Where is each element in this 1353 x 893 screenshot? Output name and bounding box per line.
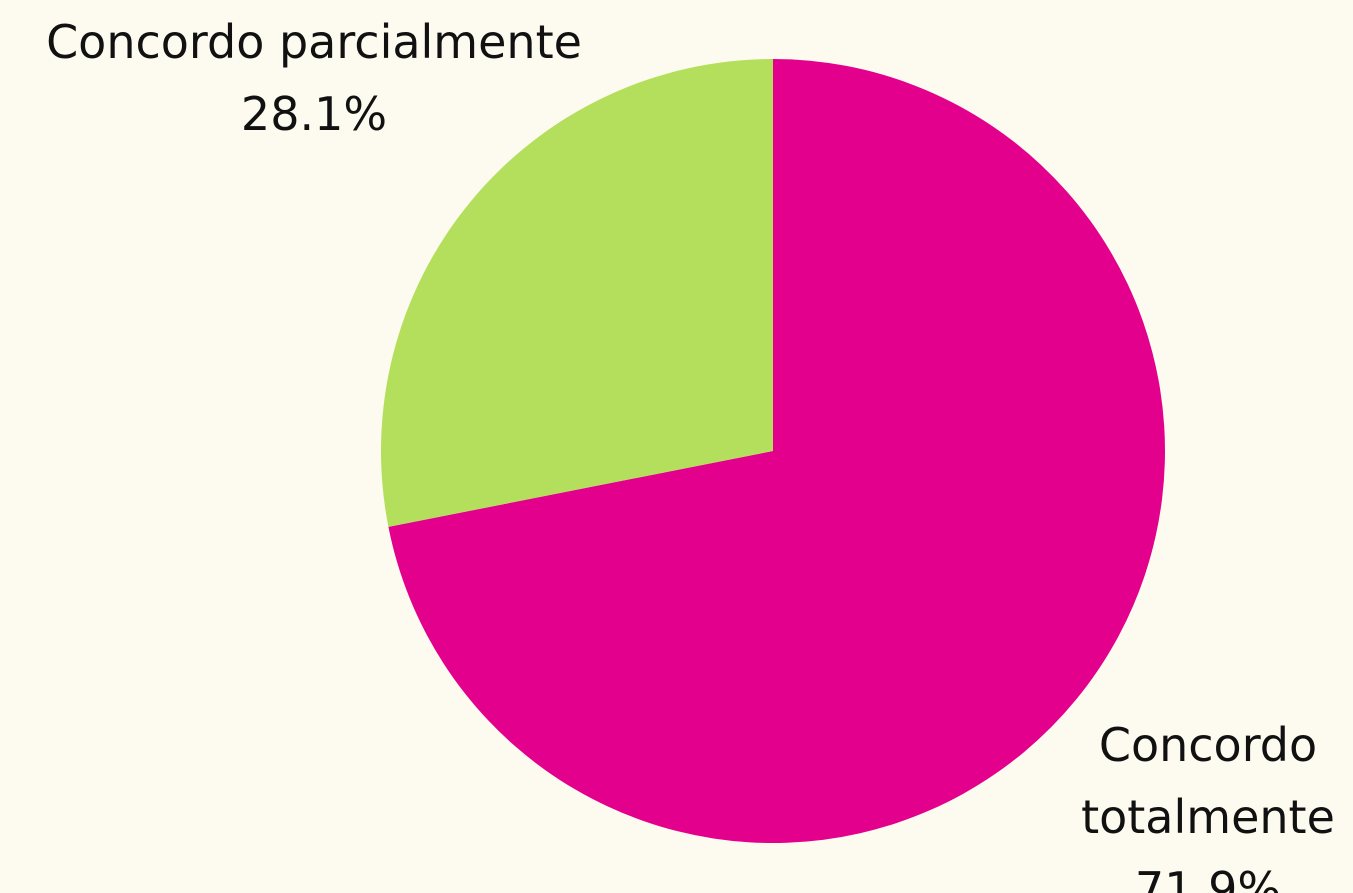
pie-slice <box>380 59 773 527</box>
value-label: 71.9% <box>1134 862 1282 893</box>
category-label: Concordo parcialmente <box>46 15 582 69</box>
value-label: 28.1% <box>240 87 388 141</box>
slice-label: Concordo totalmente 71.9% <box>1068 709 1348 893</box>
pie-slice <box>388 59 1166 844</box>
category-label: Concordo totalmente <box>1081 718 1335 844</box>
slice-label: Concordo parcialmente 28.1% <box>14 6 614 150</box>
